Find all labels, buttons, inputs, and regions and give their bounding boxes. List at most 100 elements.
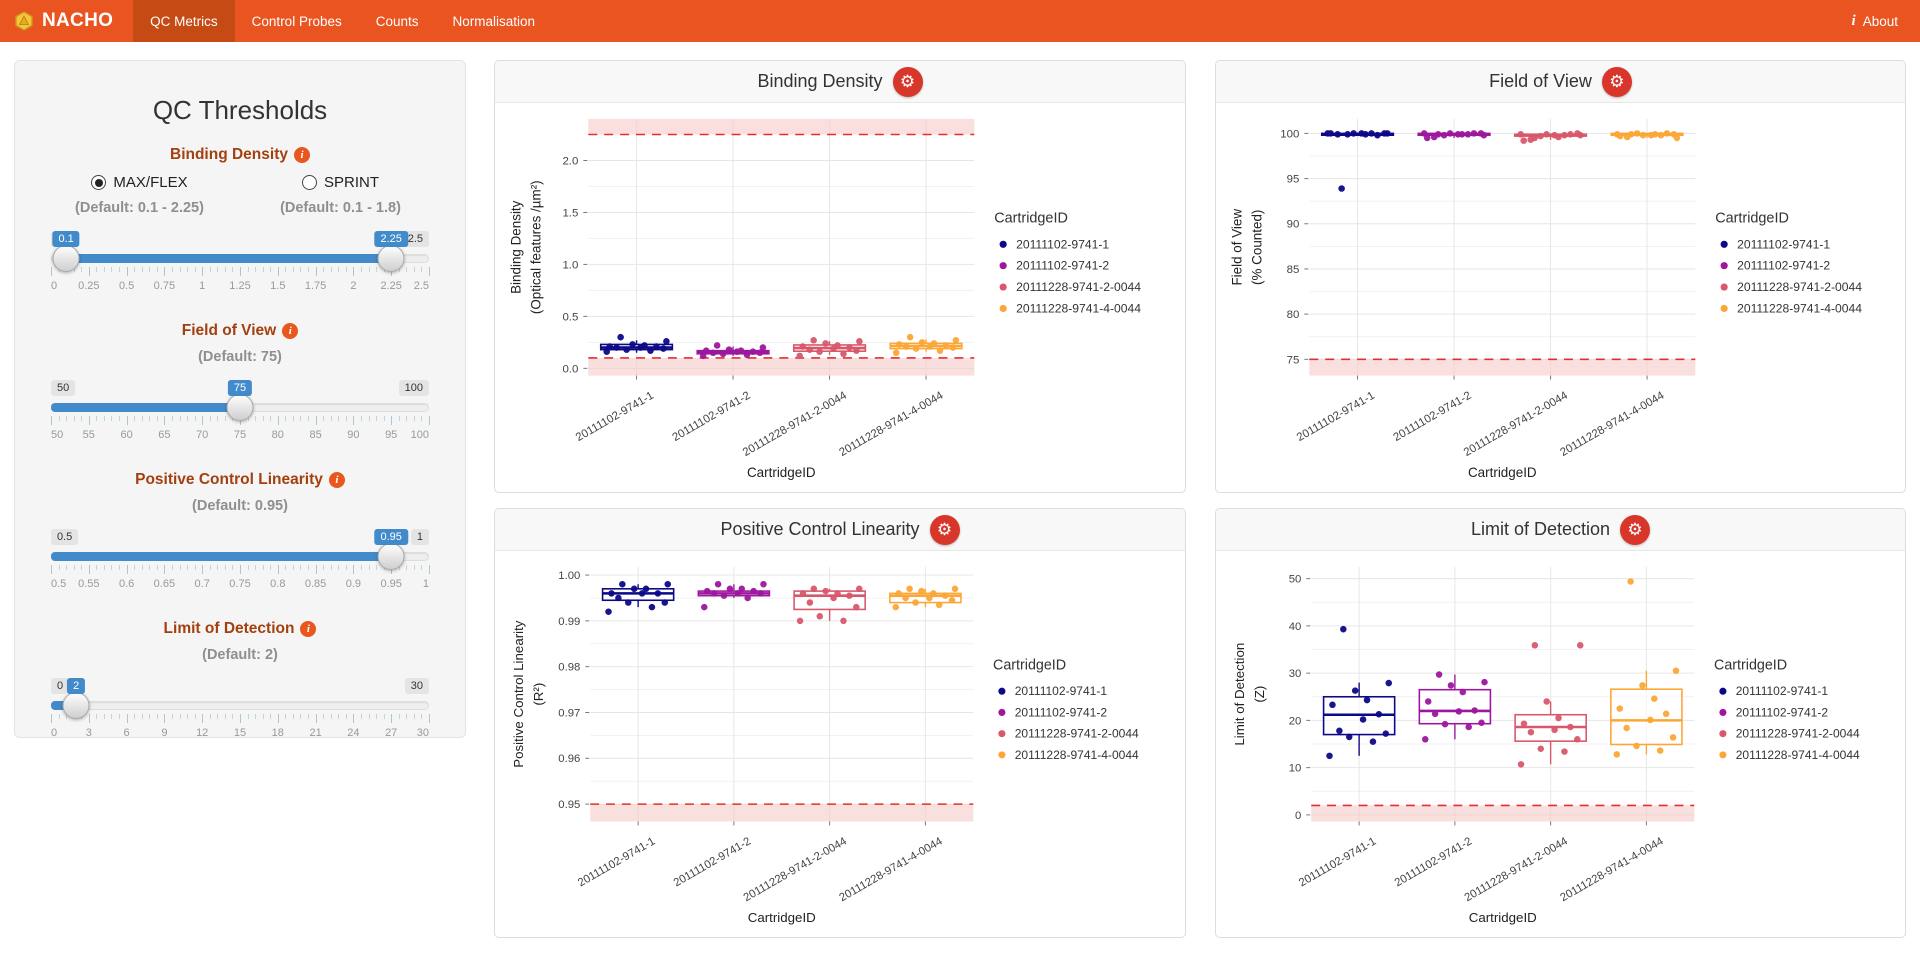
svg-text:CartridgeID: CartridgeID [748,910,816,925]
svg-text:0.5: 0.5 [562,311,578,323]
tab-qc-metrics[interactable]: QC Metrics [133,0,235,42]
info-icon[interactable]: i [293,147,310,163]
field-of-view-label: Field of View i [39,322,441,340]
binding-density-slider[interactable]: 02.50.12.2500.250.50.7511.251.51.7522.25… [51,230,430,302]
svg-text:50: 50 [1288,574,1301,586]
slider-grid: 0 0.25 0.5 0.75 1 1.25 1.5 1.75 2 2.25 2.5 [51,267,430,297]
svg-text:20: 20 [1288,715,1301,727]
svg-text:20111102-9741-1: 20111102-9741-1 [1016,237,1109,251]
binding-density-chart: 0.0 0.5 1.0 1.5 2.0 20111102-9741-1 20111102-9… [509,118,1141,480]
radio-circle[interactable] [301,175,317,190]
tab-counts[interactable]: Counts [375,13,419,29]
svg-text:CartridgeID: CartridgeID [747,465,816,480]
field-of-view-slider[interactable]: 50 100 75 50 55 60 65 70 75 80 85 90 95 100 [51,379,430,451]
limit-of-detection-label: Limit of Detection i [39,620,441,638]
svg-text:20111228-9741-4-0044: 20111228-9741-4-0044 [1015,748,1139,762]
slider-handle[interactable] [52,245,80,272]
slider-track [51,701,429,710]
info-icon[interactable]: i [282,323,299,339]
info-icon[interactable]: i [300,621,317,637]
svg-text:CartridgeID: CartridgeID [1714,657,1787,673]
gear-icon[interactable]: ⚙ [929,514,960,545]
info-icon: i [1851,12,1856,29]
about-label: About [1862,13,1898,29]
slider-min-label: 0.5 [51,529,79,546]
slider-from-value: 0.1 [52,231,80,248]
sidebar-title: QC Thresholds [152,95,328,125]
svg-text:20111228-9741-4-0044: 20111228-9741-4-0044 [1558,835,1665,904]
panel-title: Binding Density [757,71,883,91]
brand[interactable]: NACHO [0,10,133,32]
svg-text:100: 100 [1280,128,1299,140]
field-of-view-panel: Field of View ⚙ 75 80 85 90 95 100 20111102-97… [1215,60,1906,493]
slider-value: 0.95 [374,529,408,546]
svg-text:CartridgeID: CartridgeID [994,210,1068,226]
svg-text:0.96: 0.96 [558,753,580,765]
svg-text:1.5: 1.5 [562,207,578,219]
slider-max-label: 1 [410,529,429,546]
limit-of-detection-slider[interactable]: 0 30 2 0 3 6 9 12 15 18 21 24 27 30 [51,677,430,749]
sprint-default: (Default: 0.1 - 1.8) [280,200,401,216]
slider-handle[interactable] [62,692,90,719]
svg-text:20111102-9741-1: 20111102-9741-1 [1297,835,1378,889]
about-link[interactable]: i About [1852,13,1920,30]
slider-grid: 50 55 60 65 70 75 80 85 90 95 100 [51,416,430,446]
navbar: NACHO QC Metrics Control Probes Counts N… [0,0,1920,42]
info-icon[interactable]: i [328,472,345,488]
slider-min-label: 50 [51,380,76,397]
svg-text:Field of View: Field of View [1229,209,1244,286]
slider-to-value: 2.25 [374,231,408,248]
svg-text:20111102-9741-2: 20111102-9741-2 [1015,705,1108,719]
slider-value: 75 [227,380,253,397]
svg-text:30: 30 [1288,668,1301,680]
svg-text:20111228-9741-2-0044: 20111228-9741-2-0044 [1462,835,1569,904]
nacho-logo-icon [15,11,33,31]
svg-text:20111228-9741-2-0044: 20111228-9741-2-0044 [741,389,850,459]
svg-text:(Optical features /µm²): (Optical features /µm²) [529,180,544,314]
svg-text:20111228-9741-2-0044: 20111228-9741-2-0044 [1737,280,1862,294]
slider-value: 2 [67,678,86,695]
svg-text:20111228-9741-4-0044: 20111228-9741-4-0044 [1735,748,1859,762]
radio-sprint[interactable]: SPRINT [240,174,441,191]
svg-text:85: 85 [1286,264,1299,276]
svg-text:20111102-9741-2: 20111102-9741-2 [670,390,752,444]
svg-text:(% Counted): (% Counted) [1249,210,1264,285]
svg-text:20111102-9741-1: 20111102-9741-1 [576,835,657,889]
panel-title: Limit of Detection [1470,519,1611,539]
binding-density-panel: Binding Density ⚙ 0.0 0.5 1.0 1.5 2.0 2011110… [494,60,1186,493]
svg-text:20111102-9741-2: 20111102-9741-2 [1735,705,1828,719]
tab-normalisation[interactable]: Normalisation [452,13,536,29]
radio-max-flex[interactable]: MAX/FLEX [39,174,240,191]
svg-text:20111228-9741-4-0044: 20111228-9741-4-0044 [837,389,946,459]
svg-text:CartridgeID: CartridgeID [1715,210,1789,226]
positive-control-linearity-slider[interactable]: 0.5 1 0.95 0.5 0.55 0.6 0.65 0.7 0.75 0.8 0.85 0.9 0… [51,528,430,600]
field-of-view-default: (Default: 75) [198,349,282,365]
gear-icon[interactable]: ⚙ [892,66,923,97]
svg-text:20111228-9741-4-0044: 20111228-9741-4-0044 [1737,301,1862,315]
slider-handle[interactable] [377,245,405,272]
tab-control-probes[interactable]: Control Probes [251,13,342,29]
slider-grid: 0 3 6 9 12 15 18 21 24 27 30 [51,714,430,744]
svg-text:(R²): (R²) [531,683,546,706]
svg-text:20111102-9741-2: 20111102-9741-2 [672,835,753,889]
svg-text:1.00: 1.00 [558,570,580,582]
svg-text:20111102-9741-1: 20111102-9741-1 [1737,237,1830,251]
svg-text:20111102-9741-2: 20111102-9741-2 [1737,259,1830,273]
slider-min-label: 0 [51,678,70,695]
svg-text:0.99: 0.99 [558,616,580,628]
radio-circle[interactable] [91,175,107,190]
slider-handle[interactable] [226,394,254,421]
gear-icon[interactable]: ⚙ [1601,66,1632,97]
svg-text:20111228-9741-2-0044: 20111228-9741-2-0044 [1015,727,1139,741]
svg-text:Limit of Detection: Limit of Detection [1232,643,1247,746]
slider-handle[interactable] [377,543,405,570]
slider-grid: 0.5 0.55 0.6 0.65 0.7 0.75 0.8 0.85 0.9 0.95 1 [51,565,430,595]
svg-text:0.0: 0.0 [562,363,578,375]
max-flex-default: (Default: 0.1 - 2.25) [75,200,204,216]
binding-density-label: Binding Density i [39,146,441,164]
panel-title: Positive Control Linearity [720,519,920,539]
panel-header: Positive Control Linearity ⚙ [495,509,1185,551]
gear-icon[interactable]: ⚙ [1620,514,1651,545]
svg-text:20111102-9741-1: 20111102-9741-1 [1735,684,1828,698]
slider-max-label: 30 [404,678,429,695]
